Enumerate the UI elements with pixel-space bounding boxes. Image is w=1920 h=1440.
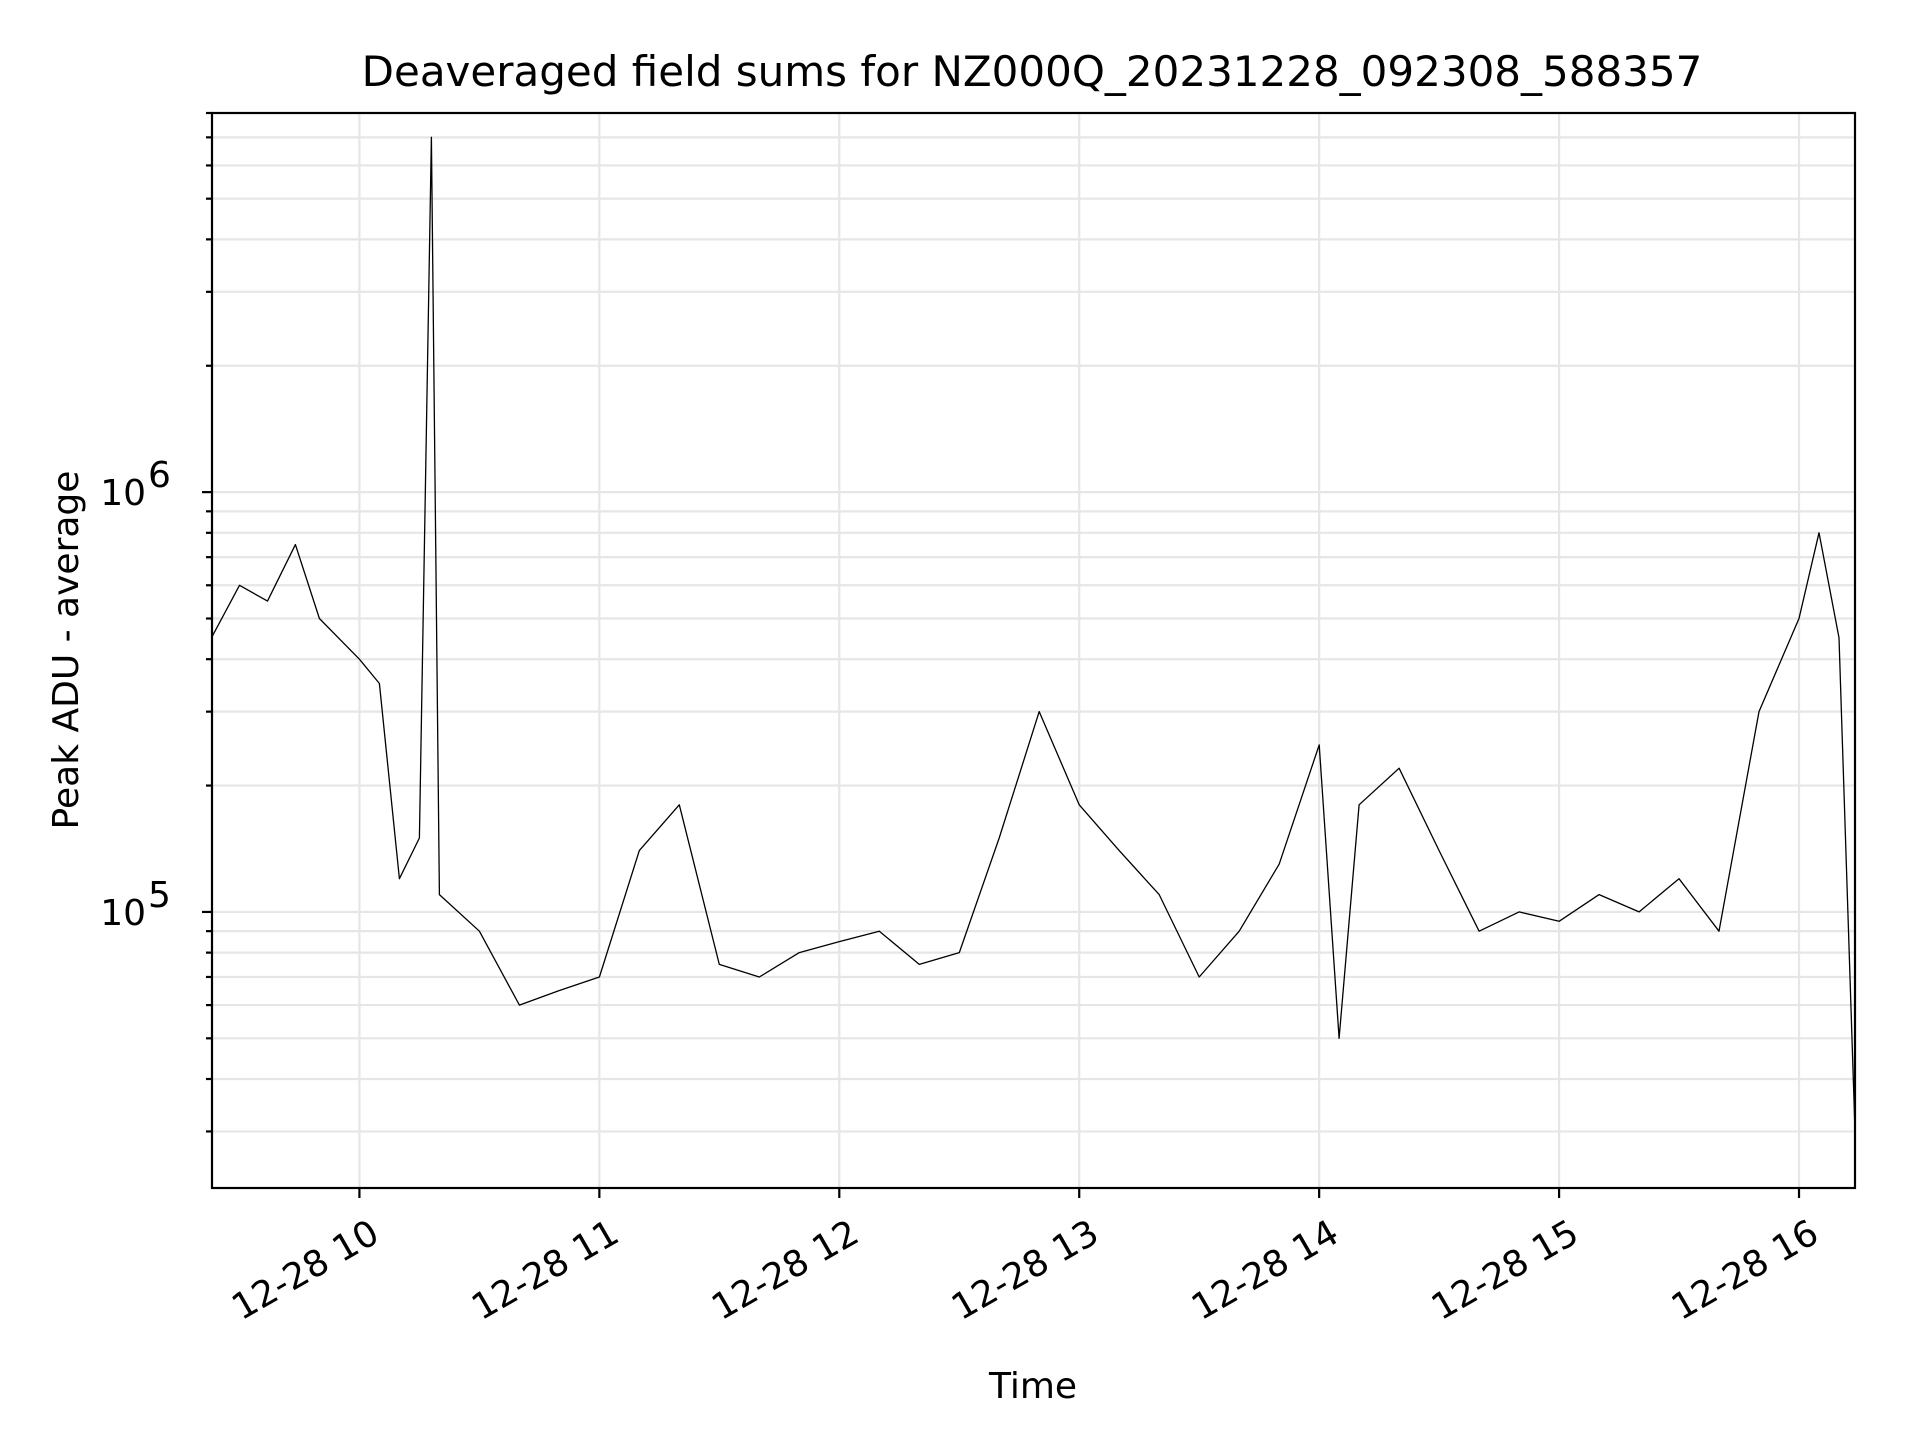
y-tick-label: 10 — [100, 893, 146, 934]
y-axis-label: Peak ADU - average — [46, 471, 87, 830]
y-tick-exponent: 6 — [148, 455, 171, 496]
x-axis-label: Time — [988, 1366, 1077, 1407]
plot-frame — [210, 111, 1857, 1190]
series-layer — [210, 136, 1856, 1132]
chart-title: Deaveraged field sums for NZ000Q_2023122… — [362, 47, 1703, 96]
grid — [212, 111, 1855, 1188]
y-tick-label: 10 — [100, 473, 146, 514]
y-tick-exponent: 5 — [148, 875, 171, 916]
